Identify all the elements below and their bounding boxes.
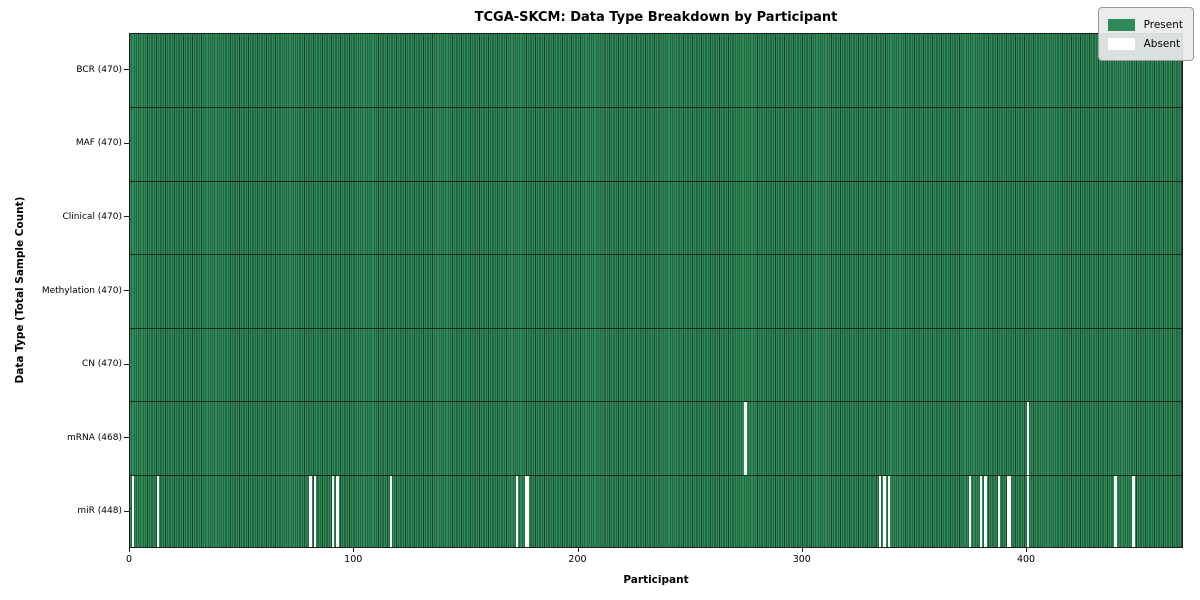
x-axis-label: Participant xyxy=(623,574,689,586)
row-separator xyxy=(130,327,1182,329)
x-tick-mark xyxy=(353,548,355,552)
legend-item-present: Present xyxy=(1107,15,1183,34)
legend-item-absent: Absent xyxy=(1107,34,1183,53)
absent-cell-miR-336 xyxy=(883,475,886,547)
y-axis-label: Data Type (Total Sample Count) xyxy=(14,196,26,384)
absent-cell-mRNA-274 xyxy=(744,402,747,475)
absent-cell-miR-439 xyxy=(1114,475,1117,547)
x-tick-label-100: 100 xyxy=(344,554,363,565)
legend-label-present: Present xyxy=(1143,18,1183,31)
x-tick-mark xyxy=(1026,548,1028,552)
y-tick-mark xyxy=(124,290,129,291)
x-tick-mark xyxy=(129,548,130,552)
present-swatch-icon xyxy=(1107,18,1135,31)
absent-cell-miR-387 xyxy=(997,475,1001,547)
absent-cell-miR-90 xyxy=(331,475,335,547)
row-separator xyxy=(130,254,1182,256)
absent-cell-miR-391 xyxy=(1006,475,1010,547)
y-tick-label-miR: miR (448) xyxy=(77,506,122,517)
absent-cell-miR-116 xyxy=(390,475,393,547)
legend-label-absent: Absent xyxy=(1143,37,1181,50)
absent-cell-miR-447 xyxy=(1132,475,1135,547)
row-separator xyxy=(130,401,1182,403)
row-separator xyxy=(130,474,1182,476)
y-tick-label-Clinical: Clinical (470) xyxy=(62,211,122,222)
y-tick-label-Methylation: Methylation (470) xyxy=(41,285,122,296)
absent-cell-miR-338 xyxy=(887,475,891,547)
absent-cell-mRNA-400 xyxy=(1027,402,1030,475)
x-tick-mark xyxy=(801,548,803,552)
y-tick-mark xyxy=(124,216,129,218)
y-tick-label-BCR: BCR (470) xyxy=(76,64,122,75)
y-tick-mark xyxy=(124,363,129,365)
y-tick-mark xyxy=(124,437,129,439)
chart-title: TCGA-SKCM: Data Type Breakdown by Partic… xyxy=(474,10,838,25)
absent-cell-miR-400 xyxy=(1027,475,1030,547)
absent-cell-miR-176 xyxy=(524,475,527,547)
absent-cell-miR-92 xyxy=(336,475,339,547)
legend: Present Absent xyxy=(1097,7,1194,61)
x-tick-label-400: 400 xyxy=(1016,554,1036,565)
absent-cell-miR-1 xyxy=(132,475,135,547)
y-tick-mark xyxy=(124,142,129,144)
y-tick-mark xyxy=(124,510,129,512)
x-tick-label-300: 300 xyxy=(792,554,811,565)
x-tick-label-200: 200 xyxy=(568,554,587,565)
row-separator xyxy=(130,180,1182,182)
absent-cell-miR-392 xyxy=(1009,475,1012,547)
absent-cell-miR-12 xyxy=(156,475,160,547)
row-separator xyxy=(130,107,1182,109)
absent-cell-miR-334 xyxy=(879,475,882,547)
y-tick-label-CN: CN (470) xyxy=(81,359,122,370)
absent-cell-miR-80 xyxy=(309,475,312,547)
absent-cell-miR-172 xyxy=(515,475,518,547)
absent-cell-miR-381 xyxy=(984,475,987,547)
x-tick-mark xyxy=(577,548,579,552)
y-tick-label-MAF: MAF (470) xyxy=(75,138,122,149)
y-tick-label-mRNA: mRNA (468) xyxy=(67,432,122,443)
heatmap-plot-area xyxy=(129,33,1183,548)
absent-swatch-icon xyxy=(1107,37,1135,50)
absent-cell-miR-82 xyxy=(313,475,317,547)
absent-cell-miR-177 xyxy=(526,475,530,547)
absent-cell-miR-374 xyxy=(968,475,971,547)
absent-cell-miR-379 xyxy=(979,475,983,547)
x-tick-label-0: 0 xyxy=(125,554,133,565)
y-tick-mark xyxy=(124,69,129,71)
